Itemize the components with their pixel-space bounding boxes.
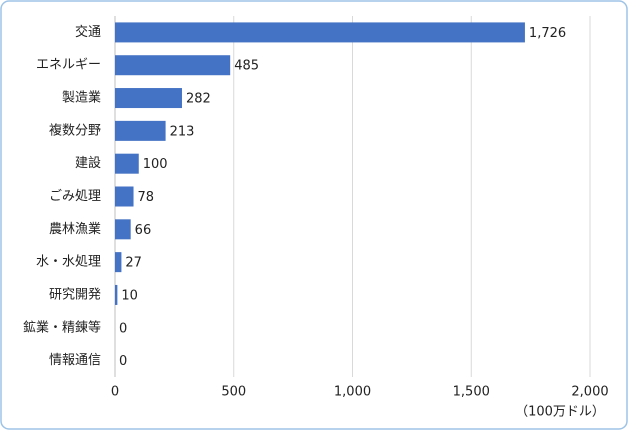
y-tick-label: エネルギー	[36, 58, 101, 73]
bar	[115, 284, 118, 305]
bar	[115, 219, 131, 240]
bar	[115, 88, 182, 109]
y-tick-label: 複数分野	[49, 122, 101, 138]
data-label: 282	[186, 92, 211, 107]
bar	[115, 186, 134, 207]
data-label: 100	[143, 157, 168, 172]
data-label: 27	[125, 256, 142, 271]
y-tick-label: 水・水処理	[36, 255, 101, 270]
x-tick-label: 2,000	[571, 385, 608, 400]
data-label: 485	[234, 59, 259, 74]
x-axis-label: （100万ドル）	[515, 405, 605, 420]
y-tick-label: 製造業	[62, 90, 101, 106]
bar	[115, 55, 231, 76]
bar	[115, 153, 139, 174]
y-tick-label: 建設	[75, 155, 101, 171]
x-tick-label: 1,500	[453, 385, 490, 400]
data-label: 213	[170, 124, 195, 139]
data-label: 10	[121, 288, 138, 303]
data-label: 78	[138, 190, 155, 205]
y-tick-label: 研究開発	[49, 287, 101, 302]
x-tick-label: 500	[221, 385, 246, 400]
y-tick-label: ごみ処理	[49, 188, 101, 204]
bar	[115, 120, 166, 141]
y-tick-label: 鉱業・精錬等	[23, 319, 101, 335]
data-label: 66	[135, 223, 152, 238]
bar	[115, 252, 122, 273]
data-label: 0	[119, 321, 127, 336]
bar	[115, 22, 525, 43]
x-tick-label: 0	[111, 385, 119, 400]
data-label: 1,726	[529, 26, 566, 41]
x-tick-label: 1,000	[334, 385, 371, 400]
data-label: 0	[119, 354, 127, 369]
y-tick-label: 情報通信	[49, 353, 101, 368]
y-tick-label: 交通	[75, 24, 101, 40]
y-tick-label: 農林漁業	[49, 221, 101, 237]
